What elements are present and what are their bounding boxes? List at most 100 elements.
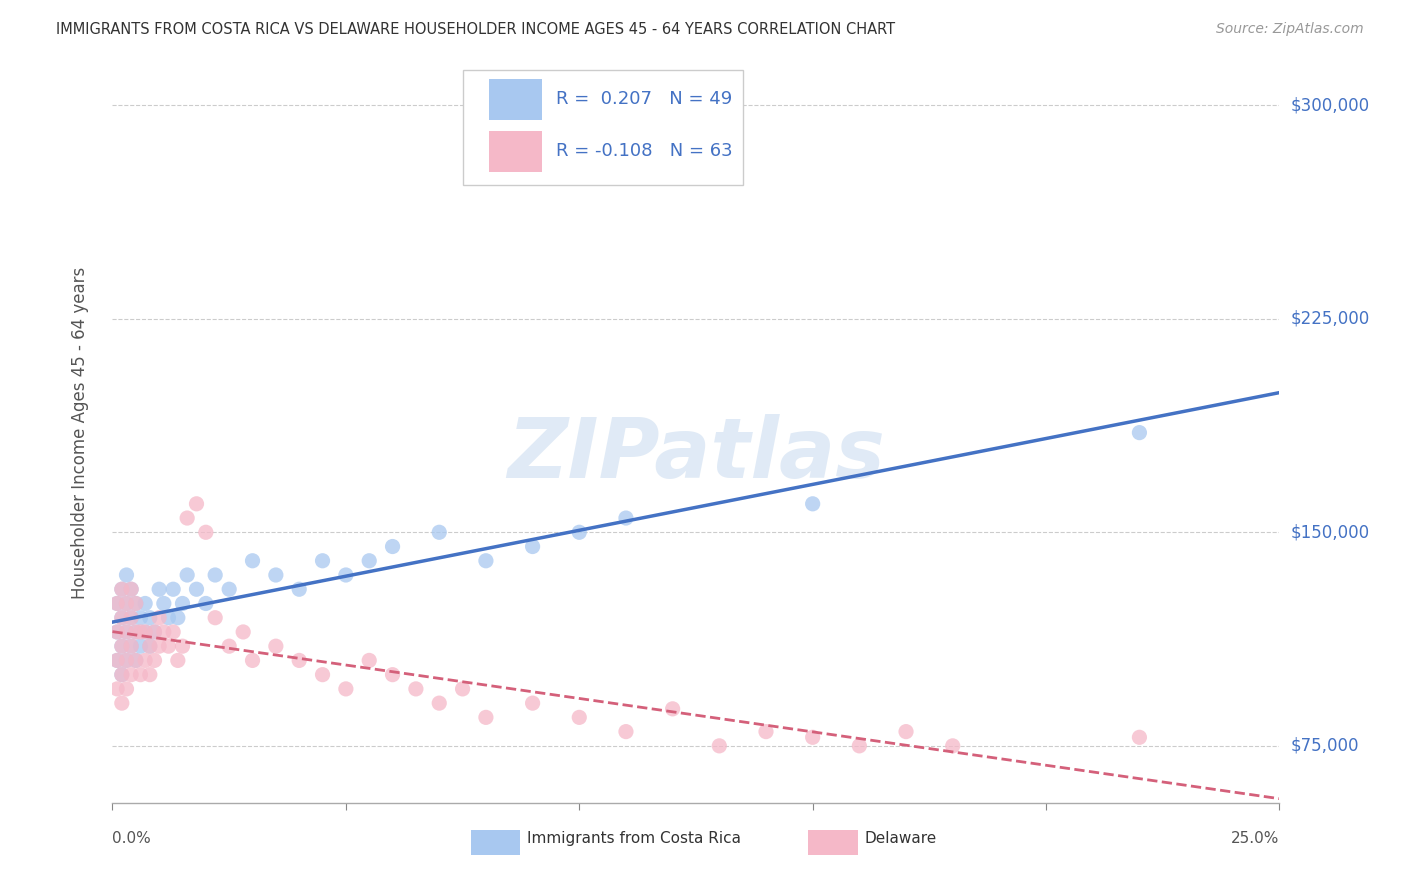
- Point: [111, 582, 134, 597]
- Text: $150,000: $150,000: [1291, 524, 1369, 541]
- Point: [105, 624, 128, 639]
- Point: [311, 667, 333, 681]
- Point: [359, 653, 381, 667]
- Point: [105, 597, 128, 611]
- Point: [120, 611, 142, 625]
- Point: [105, 681, 128, 696]
- Point: [111, 611, 134, 625]
- Point: [105, 653, 128, 667]
- Point: [115, 597, 138, 611]
- Point: [125, 624, 148, 639]
- Text: $225,000: $225,000: [1291, 310, 1369, 327]
- Point: [120, 611, 142, 625]
- Point: [709, 739, 731, 753]
- Point: [115, 568, 138, 582]
- Point: [166, 611, 188, 625]
- Point: [242, 653, 264, 667]
- Point: [143, 624, 166, 639]
- Text: 25.0%: 25.0%: [1232, 831, 1279, 846]
- Point: [143, 624, 166, 639]
- FancyBboxPatch shape: [489, 79, 541, 120]
- Point: [120, 582, 142, 597]
- Point: [1128, 731, 1150, 745]
- Point: [115, 624, 138, 639]
- Point: [172, 597, 194, 611]
- Text: $300,000: $300,000: [1291, 96, 1369, 114]
- Point: [111, 639, 134, 653]
- Point: [176, 568, 198, 582]
- Point: [115, 653, 138, 667]
- Point: [134, 653, 156, 667]
- Point: [194, 525, 217, 540]
- Point: [162, 582, 184, 597]
- Point: [405, 681, 427, 696]
- Text: Immigrants from Costa Rica: Immigrants from Costa Rica: [527, 831, 741, 846]
- Point: [311, 554, 333, 568]
- Point: [942, 739, 965, 753]
- Point: [139, 639, 162, 653]
- Point: [186, 582, 208, 597]
- Point: [129, 624, 152, 639]
- Point: [157, 611, 180, 625]
- Point: [475, 710, 498, 724]
- Point: [129, 667, 152, 681]
- Point: [848, 739, 870, 753]
- Point: [105, 597, 128, 611]
- Point: [134, 624, 156, 639]
- Point: [755, 724, 778, 739]
- Point: [105, 653, 128, 667]
- Point: [162, 624, 184, 639]
- Point: [176, 511, 198, 525]
- Point: [614, 511, 637, 525]
- Point: [381, 667, 404, 681]
- Point: [111, 582, 134, 597]
- Point: [111, 639, 134, 653]
- Point: [139, 611, 162, 625]
- Point: [661, 702, 683, 716]
- Point: [166, 653, 188, 667]
- Point: [204, 611, 226, 625]
- Point: [129, 611, 152, 625]
- Point: [204, 568, 226, 582]
- Text: ZIPatlas: ZIPatlas: [508, 414, 884, 495]
- Point: [120, 582, 142, 597]
- Point: [125, 597, 148, 611]
- Point: [125, 653, 148, 667]
- Point: [568, 710, 591, 724]
- Point: [153, 624, 176, 639]
- Point: [129, 639, 152, 653]
- Y-axis label: Householder Income Ages 45 - 64 years: Householder Income Ages 45 - 64 years: [70, 267, 89, 599]
- Point: [381, 540, 404, 554]
- Point: [614, 724, 637, 739]
- Point: [153, 597, 176, 611]
- Point: [264, 568, 287, 582]
- Point: [120, 639, 142, 653]
- Point: [522, 696, 544, 710]
- Point: [194, 597, 217, 611]
- Point: [125, 624, 148, 639]
- Text: R = -0.108   N = 63: R = -0.108 N = 63: [555, 143, 733, 161]
- Point: [335, 681, 357, 696]
- Point: [111, 667, 134, 681]
- Point: [427, 525, 450, 540]
- Point: [139, 639, 162, 653]
- Point: [427, 696, 450, 710]
- Point: [801, 731, 824, 745]
- Point: [115, 653, 138, 667]
- Point: [148, 582, 170, 597]
- Point: [111, 696, 134, 710]
- Text: 0.0%: 0.0%: [112, 831, 152, 846]
- Point: [115, 597, 138, 611]
- Point: [105, 624, 128, 639]
- Point: [359, 554, 381, 568]
- Point: [801, 497, 824, 511]
- Text: Source: ZipAtlas.com: Source: ZipAtlas.com: [1216, 22, 1364, 37]
- Point: [120, 667, 142, 681]
- Point: [232, 624, 254, 639]
- Point: [288, 582, 311, 597]
- Point: [288, 653, 311, 667]
- FancyBboxPatch shape: [489, 131, 541, 171]
- FancyBboxPatch shape: [463, 70, 742, 185]
- Text: IMMIGRANTS FROM COSTA RICA VS DELAWARE HOUSEHOLDER INCOME AGES 45 - 64 YEARS COR: IMMIGRANTS FROM COSTA RICA VS DELAWARE H…: [56, 22, 896, 37]
- Point: [148, 639, 170, 653]
